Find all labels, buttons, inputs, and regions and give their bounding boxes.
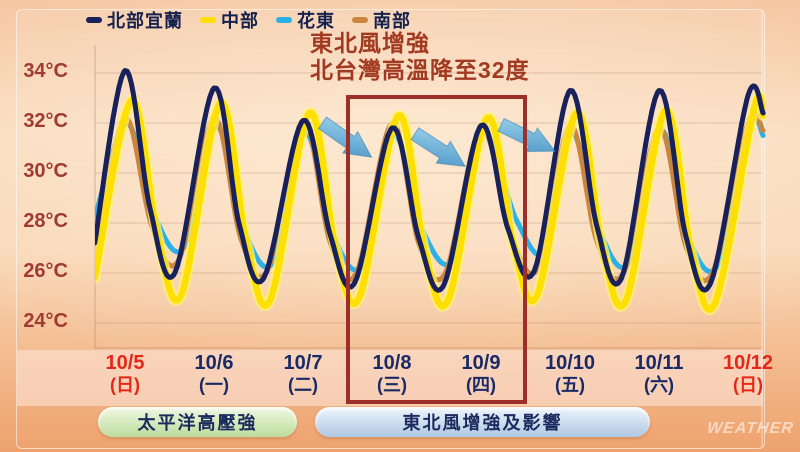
x-tick-weekday: (日) <box>110 375 140 395</box>
x-tick-10-10: 10/10 (五) <box>526 352 614 396</box>
x-tick-10-6: 10/6 (一) <box>170 352 258 396</box>
x-tick-date: 10/12 <box>722 352 774 374</box>
x-tick-date: 10/5 <box>105 352 145 374</box>
legend-label: 花東 <box>297 11 335 31</box>
x-tick-10-7: 10/7 (二) <box>259 352 347 396</box>
x-tick-weekday: (三) <box>377 375 407 395</box>
wind-arrow-icon-2 <box>410 127 467 167</box>
legend-swatch-icon <box>276 17 292 23</box>
x-tick-weekday: (日) <box>733 375 763 395</box>
banner-northeast-wind: 東北風增強及影響 <box>315 407 650 437</box>
x-tick-date: 10/6 <box>194 352 234 374</box>
legend-label: 南部 <box>373 11 411 31</box>
x-tick-date: 10/7 <box>283 352 323 374</box>
legend: 北部宜蘭 中部 花東 南部 <box>86 7 411 33</box>
banner-pacific-high: 太平洋高壓強 <box>98 407 297 437</box>
legend-swatch-icon <box>200 17 216 23</box>
x-tick-10-11: 10/11 (六) <box>615 352 703 396</box>
banner-pacific-high-label: 太平洋高壓強 <box>137 413 258 433</box>
legend-label: 中部 <box>221 11 259 31</box>
x-tick-date: 10/10 <box>544 352 596 374</box>
series-line-north-yilan <box>95 68 766 293</box>
legend-label: 北部宜蘭 <box>107 11 183 31</box>
x-tick-10-12: 10/12 (日) <box>704 352 792 396</box>
legend-swatch-icon <box>86 17 102 23</box>
annotation-title: 東北風增強 北台灣高溫降至32度 <box>310 30 530 84</box>
x-tick-10-5: 10/5 (日) <box>81 352 169 396</box>
x-tick-weekday: (五) <box>555 375 585 395</box>
y-tick-24: 24°C <box>23 310 68 332</box>
annotation-line-1: 東北風增強 <box>310 30 430 56</box>
annotation-line-2: 北台灣高溫降至32度 <box>310 57 530 83</box>
x-tick-weekday: (二) <box>288 375 318 395</box>
x-tick-10-9: 10/9 (四) <box>437 352 525 396</box>
legend-item-2: 花東 <box>276 7 335 33</box>
x-tick-10-8: 10/8 (三) <box>348 352 436 396</box>
x-tick-weekday: (四) <box>466 375 496 395</box>
x-tick-date: 10/11 <box>634 352 684 374</box>
x-tick-weekday: (一) <box>199 375 229 395</box>
y-tick-34: 34°C <box>23 60 68 82</box>
legend-swatch-icon <box>352 17 368 23</box>
y-tick-30: 30°C <box>23 160 68 182</box>
wind-arrow-icon-1 <box>317 116 373 158</box>
legend-item-3: 南部 <box>352 7 411 33</box>
x-tick-date: 10/9 <box>461 352 501 374</box>
watermark: WEATHER <box>706 420 795 437</box>
y-tick-32: 32°C <box>23 110 68 132</box>
y-tick-26: 26°C <box>23 260 68 282</box>
date-label-strip <box>17 350 763 406</box>
x-tick-weekday: (六) <box>644 375 674 395</box>
y-tick-28: 28°C <box>23 210 68 232</box>
banner-northeast-wind-label: 東北風增強及影響 <box>402 413 563 433</box>
highlight-box-10-8-to-10-9 <box>346 95 527 404</box>
legend-item-1: 中部 <box>200 7 259 33</box>
legend-item-0: 北部宜蘭 <box>86 7 183 33</box>
x-tick-date: 10/8 <box>372 352 412 374</box>
